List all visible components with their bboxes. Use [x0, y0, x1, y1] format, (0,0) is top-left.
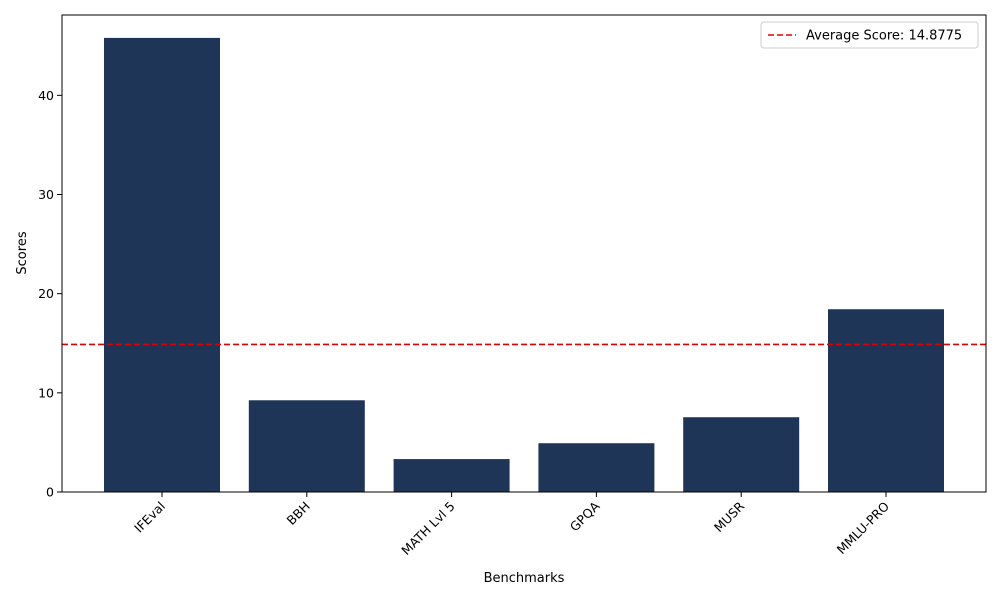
bar-mmlu-pro — [828, 309, 944, 492]
x-tick-label: MATH Lvl 5 — [398, 499, 457, 558]
x-tick-label: BBH — [284, 499, 313, 528]
bars-group — [104, 37, 944, 493]
legend-box — [760, 21, 979, 49]
y-tick-label: 0 — [46, 485, 54, 500]
bar-math-lvl-5 — [393, 459, 510, 492]
x-axis-label: Benchmarks — [484, 571, 565, 586]
plot-frame — [61, 14, 987, 493]
legend-label: Average Score: 14.8775 — [806, 29, 962, 44]
x-tick-label: MMLU-PRO — [834, 498, 893, 557]
y-tick-label: 40 — [38, 88, 54, 103]
legend: Average Score: 14.8775 — [760, 21, 979, 49]
x-axis-ticks: IFEval BBH MATH Lvl 5 GPQA MUSR MMLU-PRO — [131, 492, 892, 558]
bar-gpqa — [538, 443, 655, 492]
x-tick-label: GPQA — [567, 498, 603, 534]
bar-musr — [683, 417, 800, 492]
bar-bbh — [248, 400, 365, 492]
y-tick-label: 30 — [38, 187, 54, 202]
y-axis-label: Scores — [15, 231, 30, 274]
y-axis-ticks: 0 10 20 30 40 — [38, 88, 62, 500]
y-tick-label: 10 — [38, 385, 54, 400]
bar-ifeval — [104, 37, 220, 493]
y-tick-label: 20 — [38, 286, 54, 301]
x-tick-label: MUSR — [711, 498, 748, 535]
x-tick-label: IFEval — [131, 499, 168, 536]
